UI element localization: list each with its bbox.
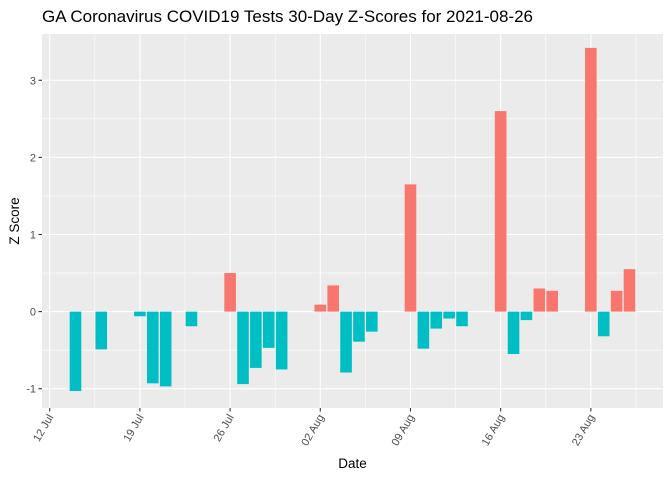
x-tick-label: 23 Aug bbox=[570, 413, 598, 449]
y-tick-label: 3 bbox=[30, 75, 36, 87]
x-tick-label: 12 Jul bbox=[31, 413, 56, 444]
y-tick-label: -1 bbox=[26, 384, 36, 396]
bar-2021-08-18 bbox=[520, 311, 533, 321]
bar-2021-08-11 bbox=[430, 311, 443, 329]
bar-2021-08-16 bbox=[494, 111, 507, 312]
bar-2021-07-28 bbox=[250, 311, 262, 368]
bar-2021-08-10 bbox=[417, 311, 430, 349]
bar-2021-08-13 bbox=[456, 311, 468, 327]
bar-2021-07-27 bbox=[237, 311, 249, 385]
x-tick-label: 26 Jul bbox=[212, 413, 237, 444]
bar-2021-07-20 bbox=[147, 311, 159, 384]
bar-2021-07-30 bbox=[275, 311, 288, 370]
bar-2021-07-16 bbox=[95, 311, 108, 350]
x-tick-label: 19 Jul bbox=[121, 413, 146, 444]
bar-2021-07-26 bbox=[224, 273, 236, 312]
bars bbox=[69, 47, 636, 392]
bar-2021-08-25 bbox=[610, 290, 623, 312]
bar-2021-08-09 bbox=[404, 184, 417, 312]
bar-2021-08-03 bbox=[327, 285, 339, 312]
bar-2021-08-24 bbox=[597, 311, 610, 337]
x-tick-label: 09 Aug bbox=[390, 413, 418, 449]
bar-2021-07-21 bbox=[159, 311, 172, 387]
bar-2021-07-19 bbox=[134, 311, 146, 317]
plot-panel bbox=[42, 34, 663, 408]
x-tick-label: 02 Aug bbox=[299, 413, 327, 449]
bar-2021-08-23 bbox=[585, 47, 597, 312]
x-tick-label: 16 Aug bbox=[480, 413, 508, 449]
bar-2021-08-02 bbox=[314, 304, 327, 312]
bar-2021-08-04 bbox=[340, 311, 352, 373]
y-tick-label: 2 bbox=[30, 152, 36, 164]
y-tick-label: 1 bbox=[30, 229, 36, 241]
x-axis-title: Date bbox=[338, 456, 367, 471]
bar-2021-07-29 bbox=[262, 311, 275, 348]
bar-2021-08-06 bbox=[366, 311, 378, 332]
grid-lines bbox=[42, 34, 663, 408]
y-tick-label: 0 bbox=[30, 307, 36, 319]
bar-2021-08-26 bbox=[623, 269, 636, 312]
bar-2021-07-23 bbox=[185, 311, 198, 327]
bar-2021-08-19 bbox=[533, 288, 546, 312]
bar-2021-08-17 bbox=[507, 311, 520, 355]
bar-2021-08-12 bbox=[443, 311, 455, 319]
y-axis-title: Z Score bbox=[7, 197, 22, 244]
chart-title: GA Coronavirus COVID19 Tests 30-Day Z-Sc… bbox=[42, 7, 533, 26]
bar-2021-07-14 bbox=[69, 311, 82, 392]
bar-2021-08-05 bbox=[353, 311, 365, 342]
bar-2021-08-20 bbox=[546, 290, 558, 312]
